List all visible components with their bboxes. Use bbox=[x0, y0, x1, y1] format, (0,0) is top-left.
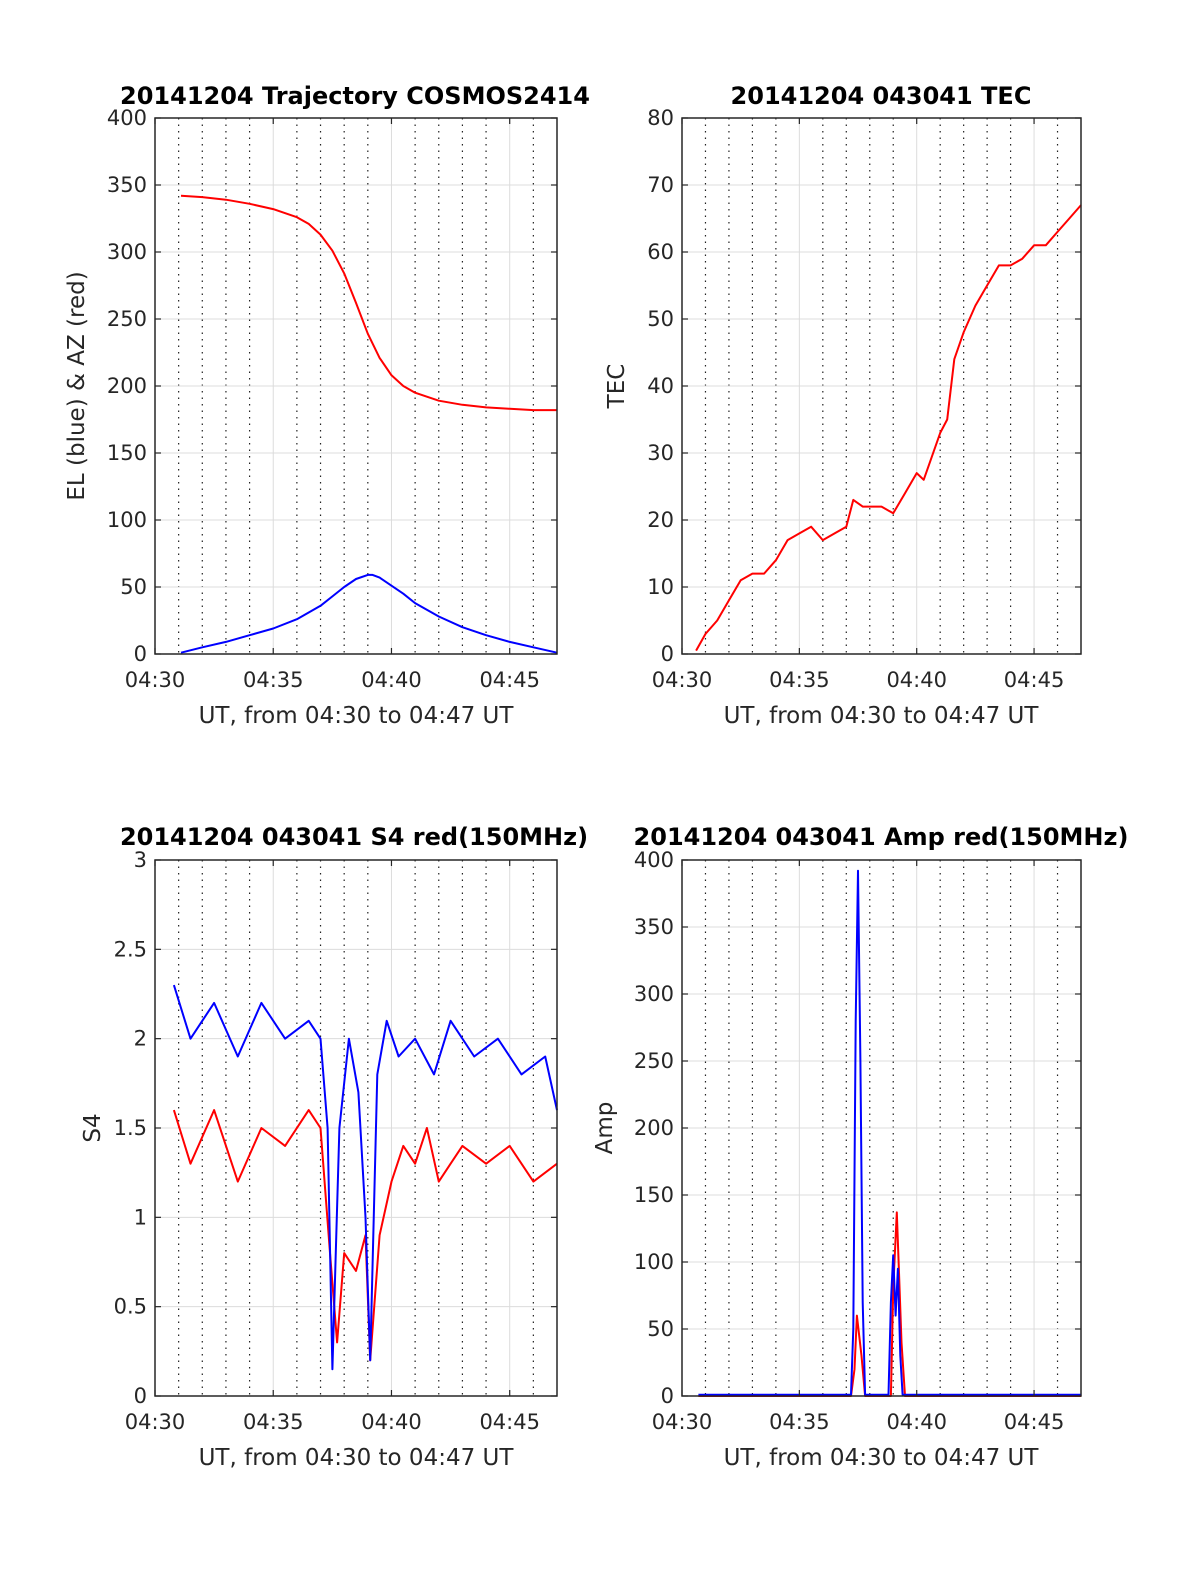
y-tick-label: 3 bbox=[134, 848, 147, 872]
x-tick-label: 04:35 bbox=[769, 668, 830, 692]
x-tick-label: 04:30 bbox=[652, 1410, 713, 1434]
chart-trajectory: 20141204 Trajectory COSMOS2414 04:30 04:3… bbox=[64, 82, 590, 729]
x-tick-label: 04:45 bbox=[1004, 668, 1065, 692]
y-axis-label: TEC bbox=[604, 364, 630, 410]
y-tick-label: 400 bbox=[634, 848, 674, 872]
y-tick-label: 250 bbox=[107, 307, 147, 331]
x-tick-label: 04:35 bbox=[769, 1410, 830, 1434]
x-axis-label: UT, from 04:30 to 04:47 UT bbox=[724, 703, 1040, 729]
y-tick-label: 50 bbox=[647, 307, 674, 331]
chart-title: 20141204 043041 S4 red(150MHz) bbox=[120, 823, 588, 851]
y-tick-label: 20 bbox=[647, 508, 674, 532]
chart-s4: 20141204 043041 S4 red(150MHz) 04:30 04:3… bbox=[80, 823, 588, 1471]
y-tick-label: 150 bbox=[107, 441, 147, 465]
y-tick-label: 60 bbox=[647, 240, 674, 264]
x-tick-label: 04:40 bbox=[361, 1410, 422, 1434]
x-axis-label: UT, from 04:30 to 04:47 UT bbox=[199, 703, 515, 729]
y-tick-label: 80 bbox=[647, 106, 674, 130]
series-line-0 bbox=[695, 204, 1082, 652]
y-tick-label: 0 bbox=[134, 642, 147, 666]
chart-amp: 20141204 043041 Amp red(150MHz) 04:30 04:… bbox=[592, 823, 1128, 1471]
y-axis-label: Amp bbox=[592, 1102, 618, 1155]
y-tick-label: 0 bbox=[661, 642, 674, 666]
x-tick-label: 04:30 bbox=[652, 668, 713, 692]
series-line-0 bbox=[180, 194, 557, 412]
y-tick-label: 100 bbox=[107, 508, 147, 532]
y-tick-label: 150 bbox=[634, 1183, 674, 1207]
y-tick-label: 10 bbox=[647, 575, 674, 599]
y-tick-label: 350 bbox=[107, 173, 147, 197]
x-tick-label: 04:45 bbox=[479, 1410, 540, 1434]
x-tick-label: 04:35 bbox=[243, 1410, 304, 1434]
x-tick-label: 04:45 bbox=[1004, 1410, 1065, 1434]
y-tick-label: 200 bbox=[634, 1116, 674, 1140]
y-axis-label: EL (blue) & AZ (red) bbox=[64, 271, 90, 500]
x-tick-label: 04:45 bbox=[479, 668, 540, 692]
y-tick-label: 0 bbox=[661, 1384, 674, 1408]
y-axis-label: S4 bbox=[80, 1113, 106, 1142]
x-tick-label: 04:30 bbox=[125, 1410, 186, 1434]
y-tick-label: 100 bbox=[634, 1250, 674, 1274]
y-tick-label: 70 bbox=[647, 173, 674, 197]
y-tick-label: 40 bbox=[647, 374, 674, 398]
y-tick-label: 50 bbox=[120, 575, 147, 599]
x-tick-label: 04:30 bbox=[125, 668, 186, 692]
y-tick-label: 0 bbox=[134, 1384, 147, 1408]
y-tick-label: 0.5 bbox=[114, 1295, 147, 1319]
y-tick-label: 1 bbox=[134, 1205, 147, 1229]
x-axis-label: UT, from 04:30 to 04:47 UT bbox=[724, 1445, 1040, 1471]
y-tick-label: 50 bbox=[647, 1317, 674, 1341]
chart-title: 20141204 043041 TEC bbox=[731, 82, 1032, 110]
series-line-1 bbox=[180, 573, 558, 654]
y-tick-label: 300 bbox=[107, 240, 147, 264]
y-tick-label: 2.5 bbox=[114, 937, 147, 961]
x-axis-label: UT, from 04:30 to 04:47 UT bbox=[199, 1445, 515, 1471]
series-line-1 bbox=[698, 869, 1081, 1396]
x-tick-label: 04:40 bbox=[886, 1410, 947, 1434]
chart-tec: 20141204 043041 TEC 04:30 04:35 04:40 04:45… bbox=[604, 82, 1082, 729]
y-tick-label: 250 bbox=[634, 1049, 674, 1073]
y-tick-label: 350 bbox=[634, 915, 674, 939]
x-tick-label: 04:40 bbox=[886, 668, 947, 692]
y-tick-label: 300 bbox=[634, 982, 674, 1006]
chart-title: 20141204 043041 Amp red(150MHz) bbox=[634, 823, 1129, 851]
series-line-1 bbox=[172, 984, 558, 1371]
x-tick-label: 04:35 bbox=[243, 668, 304, 692]
y-tick-label: 1.5 bbox=[114, 1116, 147, 1140]
y-tick-label: 2 bbox=[134, 1027, 147, 1051]
chart-title: 20141204 Trajectory COSMOS2414 bbox=[120, 82, 590, 110]
y-tick-label: 200 bbox=[107, 374, 147, 398]
y-tick-label: 400 bbox=[107, 106, 147, 130]
x-tick-label: 04:40 bbox=[361, 668, 422, 692]
y-tick-label: 30 bbox=[647, 441, 674, 465]
